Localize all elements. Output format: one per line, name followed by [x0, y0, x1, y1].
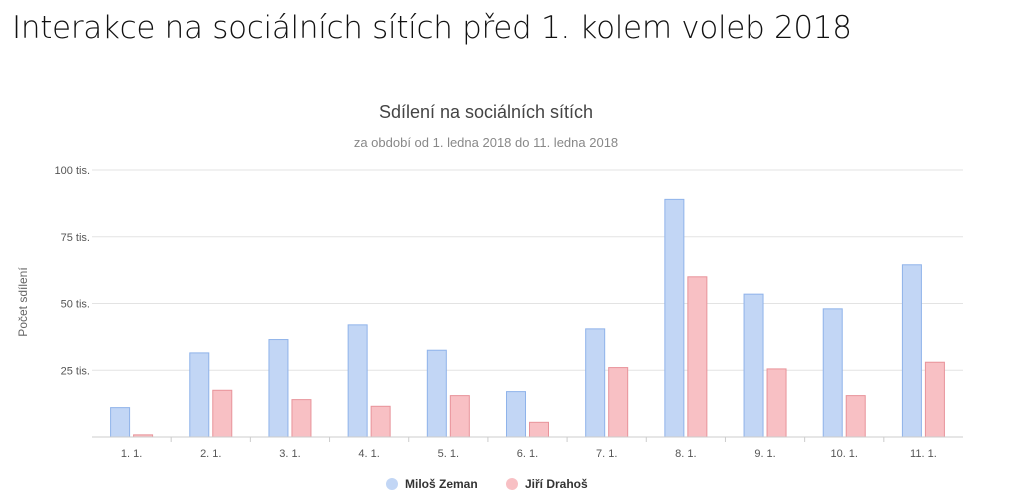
bars: [110, 198, 945, 438]
bar-drahos-5[interactable]: [449, 395, 470, 438]
bar-zeman-8[interactable]: [664, 198, 685, 438]
legend-marker: [506, 478, 518, 490]
slide-title: Interakce na sociálních sítích před 1. k…: [12, 10, 852, 46]
x-tick-label: 5. 1.: [438, 448, 459, 460]
x-tick-label: 10. 1.: [830, 448, 858, 460]
y-axis: 25 tis. 50 tis. 75 tis. 100 tis.: [55, 165, 90, 377]
bar-drahos-11[interactable]: [924, 361, 945, 438]
bar-drahos-7[interactable]: [608, 367, 629, 438]
bar-drahos-2[interactable]: [212, 389, 233, 438]
y-tick-label: 75 tis.: [61, 232, 90, 244]
bar-drahos-4[interactable]: [370, 405, 391, 438]
x-tick-label: 1. 1.: [121, 448, 142, 460]
chart-subtitle: za období od 1. ledna 2018 do 11. ledna …: [354, 135, 618, 150]
bar-zeman-7[interactable]: [585, 328, 606, 438]
legend[interactable]: Miloš Zeman Jiří Drahoš: [386, 477, 588, 491]
bar-zeman-6[interactable]: [506, 391, 526, 438]
x-tick-label: 6. 1.: [517, 448, 538, 460]
x-tick-label: 4. 1.: [358, 448, 379, 460]
x-tick-label: 3. 1.: [279, 448, 300, 460]
bar-zeman-4[interactable]: [347, 324, 368, 438]
x-tick-label: 9. 1.: [754, 448, 775, 460]
legend-marker: [386, 478, 398, 490]
legend-label: Miloš Zeman: [405, 477, 478, 491]
x-tick-label: 8. 1.: [675, 448, 696, 460]
y-tick-label: 50 tis.: [61, 299, 90, 311]
x-axis: 1. 1. 2. 1. 3. 1. 4. 1. 5. 1. 6. 1. 7. 1. 8. 1.…: [92, 436, 963, 460]
bar-zeman-9[interactable]: [743, 293, 764, 438]
legend-item-drahos[interactable]: Jiří Drahoš: [506, 477, 588, 491]
y-tick-label: 100 tis.: [55, 165, 90, 177]
bar-zeman-1[interactable]: [110, 407, 131, 438]
chart-title: Sdílení na sociálních sítích: [379, 102, 593, 122]
x-tick-label: 2. 1.: [200, 448, 221, 460]
bar-zeman-11[interactable]: [901, 264, 922, 438]
y-tick-label: 25 tis.: [61, 365, 90, 377]
bar-zeman-2[interactable]: [189, 352, 210, 438]
x-tick-label: 7. 1.: [596, 448, 617, 460]
bar-drahos-9[interactable]: [766, 368, 787, 438]
legend-item-zeman[interactable]: Miloš Zeman: [386, 477, 478, 491]
bar-zeman-5[interactable]: [426, 349, 447, 438]
bar-drahos-3[interactable]: [291, 399, 312, 438]
bar-drahos-10[interactable]: [845, 395, 866, 438]
bar-zeman-3[interactable]: [268, 339, 289, 438]
bar-zeman-10[interactable]: [822, 308, 843, 438]
grid-lines: [92, 169, 963, 371]
y-axis-title: Počet sdílení: [16, 267, 30, 337]
bar-drahos-8[interactable]: [687, 276, 708, 438]
x-tick-label: 11. 1.: [910, 448, 937, 460]
bar-drahos-6[interactable]: [529, 421, 549, 438]
legend-label: Jiří Drahoš: [525, 477, 588, 491]
